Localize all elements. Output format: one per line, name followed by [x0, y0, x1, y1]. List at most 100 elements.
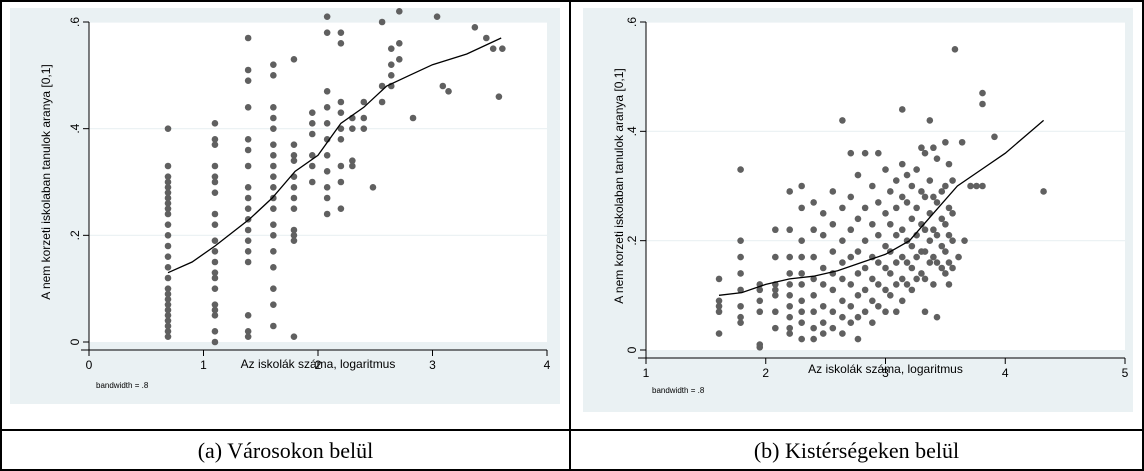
scatter-point [898, 275, 906, 283]
scatter-point [882, 308, 889, 316]
scatter-point [898, 253, 906, 261]
scatter-point [921, 275, 929, 283]
scatter-point [798, 253, 805, 261]
scatter-point [290, 237, 298, 244]
scatter-point [772, 286, 779, 294]
scatter-point [854, 171, 862, 179]
scatter-point [949, 237, 956, 244]
scatter-point [270, 104, 277, 111]
scatter-point [290, 333, 298, 340]
scatter-point [323, 152, 331, 159]
caption-a: (a) Városokon belül [197, 438, 374, 463]
x-tick-label: 3 [882, 366, 889, 380]
scatter-point [164, 296, 172, 303]
scatter-point [930, 253, 937, 261]
scatter-point [786, 330, 793, 337]
scatter-point [715, 302, 723, 310]
scatter-point [244, 66, 252, 74]
scatter-point [270, 184, 277, 191]
scatter-point [875, 231, 882, 239]
scatter-point [772, 308, 779, 316]
scatter-point [737, 253, 744, 261]
scatter-point [323, 13, 331, 20]
scatter-point [737, 319, 744, 326]
scatter-point [439, 82, 447, 90]
y-axis-label: A nem korzeti iskolaban tanulok aranya [… [39, 64, 53, 299]
scatter-point [819, 210, 827, 217]
scatter-point [211, 162, 219, 170]
scatter-point [892, 281, 900, 288]
scatter-point [290, 184, 298, 191]
scatter-point [921, 308, 929, 316]
scatter-point [715, 297, 723, 305]
scatter-point [908, 286, 916, 294]
scatter-point [810, 199, 817, 206]
scatter-point [737, 286, 744, 294]
scatter-point [967, 182, 974, 190]
scatter-point [882, 242, 889, 250]
scatter-point [308, 162, 316, 170]
scatter-point [810, 275, 817, 283]
scatter-point [211, 258, 219, 266]
scatter-point [308, 120, 316, 127]
scatter-point [349, 125, 356, 132]
x-tick-label: 2 [315, 358, 322, 372]
scatter-point [949, 177, 956, 184]
scatter-point [798, 270, 805, 277]
scatter-point [164, 242, 172, 250]
scatter-point [847, 226, 855, 234]
scatter-point [270, 322, 277, 330]
scatter-point [756, 308, 764, 316]
scatter-point [323, 210, 331, 218]
scatter-point [938, 215, 946, 223]
scatter-point [715, 330, 723, 337]
scatter-point [933, 155, 941, 162]
scatter-point [892, 204, 900, 212]
scatter-point [337, 29, 345, 36]
scatter-point [810, 308, 817, 316]
scatter-point [308, 152, 316, 159]
scatter-point [861, 204, 869, 212]
scatter-point [323, 168, 331, 175]
scatter-point [211, 120, 219, 127]
scatter-point [164, 301, 172, 308]
scatter-point [875, 199, 882, 206]
scatter-point [360, 125, 368, 132]
scatter-point [290, 157, 298, 164]
scatter-point [786, 188, 793, 195]
scatter-point [810, 335, 817, 343]
scatter-point [926, 237, 934, 244]
scatter-point [211, 221, 219, 228]
scatter-point [798, 335, 805, 343]
scatter-point [270, 141, 277, 148]
scatter-point [337, 162, 345, 170]
scatter-point [244, 136, 252, 143]
scatter-point [270, 173, 277, 180]
scatter-point [772, 253, 779, 261]
scatter-point [798, 182, 805, 190]
scatter-point [854, 270, 862, 277]
scatter-point [323, 194, 331, 202]
scatter-point [829, 308, 837, 316]
scatter-point [349, 157, 356, 164]
scatter-point [933, 199, 941, 206]
scatter-point [898, 226, 906, 234]
scatter-point [308, 178, 316, 186]
scatter-point [854, 215, 862, 223]
scatter-point [839, 313, 846, 321]
scatter-point [211, 210, 219, 218]
scatter-point [930, 144, 937, 152]
scatter-point [290, 141, 298, 148]
y-tick-label: 0 [625, 346, 639, 353]
scatter-point [164, 162, 172, 170]
scatter-point [244, 226, 252, 234]
x-tick-label: 1 [200, 358, 207, 372]
scatter-point [861, 264, 869, 272]
scatter-point [244, 104, 252, 111]
scatter-point [164, 189, 172, 196]
scatter-point [499, 45, 506, 52]
scatter-point [921, 226, 929, 234]
scatter-point [933, 259, 941, 266]
scatter-point [290, 205, 298, 212]
table-border-top [0, 0, 1144, 2]
